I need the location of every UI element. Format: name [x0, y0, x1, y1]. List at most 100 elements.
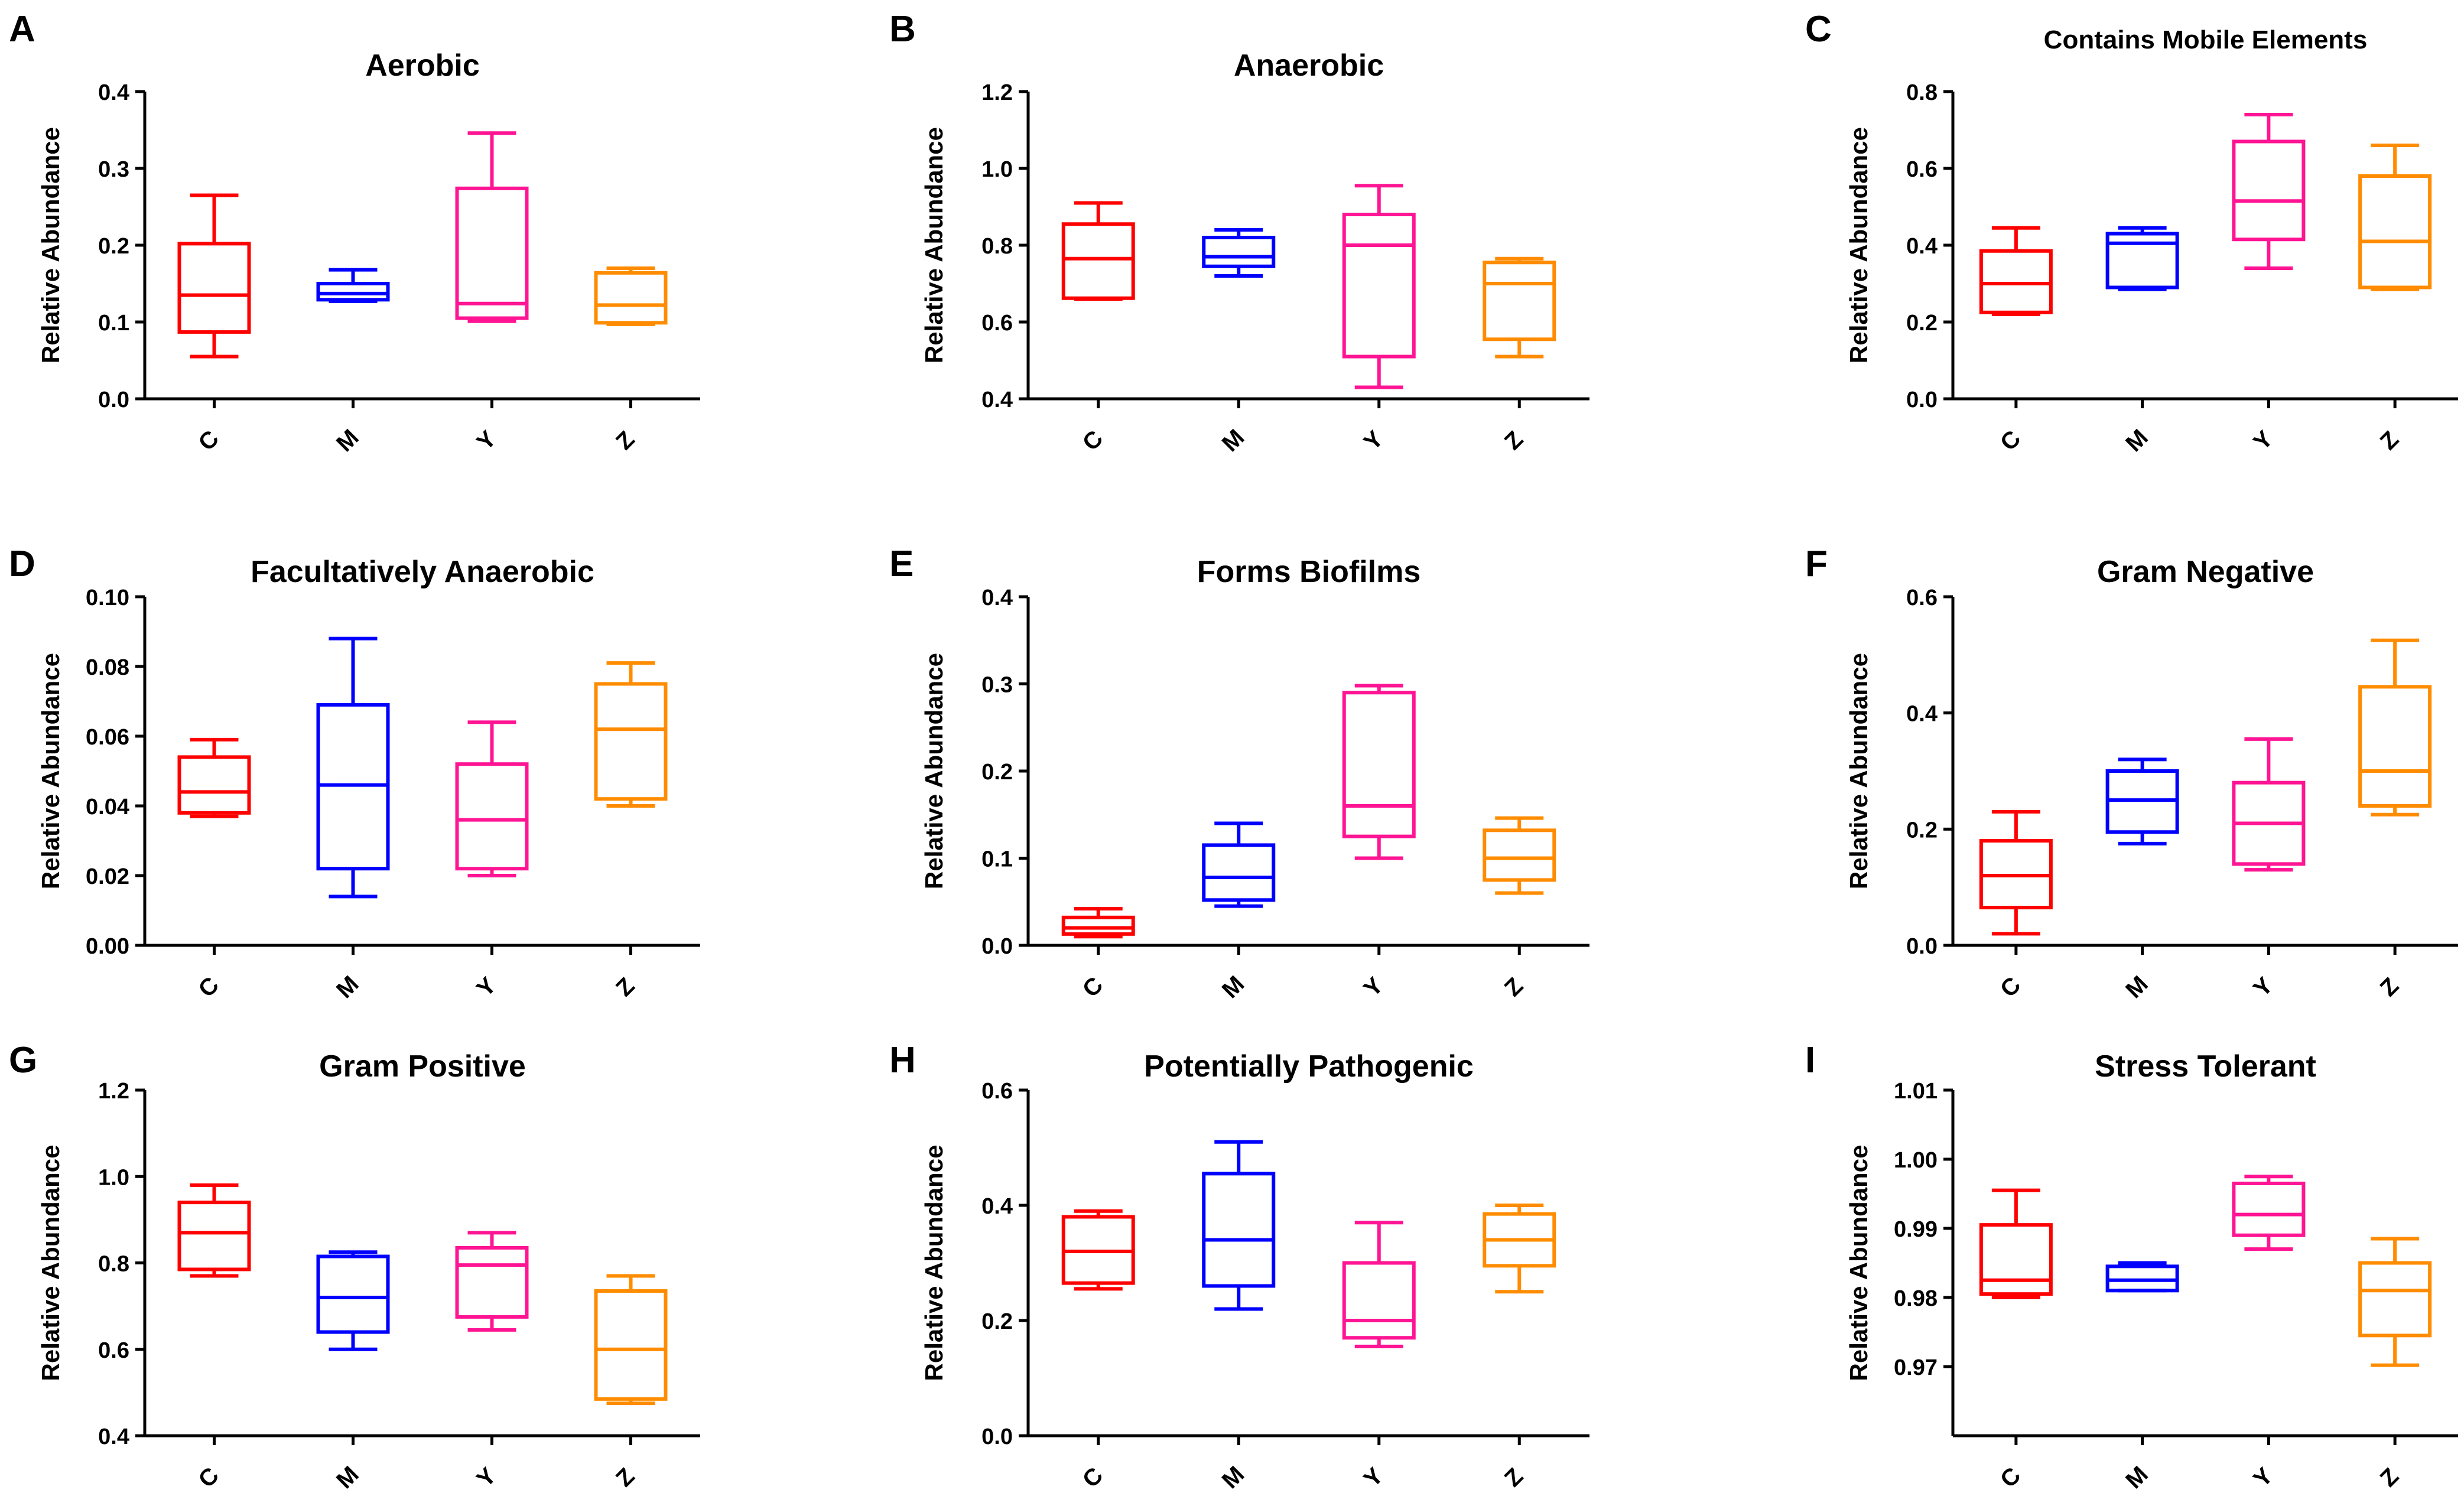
- y-tick-label: 0.8: [1906, 80, 1938, 105]
- box-iqr: [455, 762, 529, 871]
- y-axis-label: Relative Abundance: [920, 127, 948, 363]
- box-iqr: [1342, 1261, 1416, 1340]
- box-m: [1202, 228, 1276, 278]
- x-tick-label: Z: [1500, 427, 1528, 455]
- x-tick-label: C: [194, 425, 225, 456]
- y-tick-label: 0.04: [86, 795, 129, 819]
- panel-a: A Aerobic 0.0 0.1 0.2 0.3 0.4 Relative Abundanc…: [9, 9, 700, 457]
- x-tick-label: C: [1078, 1462, 1109, 1493]
- box-iqr: [177, 242, 251, 334]
- box-m: [1202, 821, 1276, 908]
- box-c: [1061, 907, 1135, 939]
- box-iqr: [1061, 915, 1135, 936]
- box-c: [177, 1183, 251, 1278]
- x-tick-label: M: [331, 424, 364, 457]
- box-z: [2358, 1237, 2432, 1367]
- box-m: [2105, 1261, 2179, 1293]
- x-tick-label: Z: [611, 1464, 639, 1492]
- y-tick-label: 0.0: [981, 1425, 1013, 1449]
- x-tick-label: Y: [2248, 426, 2278, 456]
- panel-title: Gram Positive: [319, 1049, 526, 1084]
- panel-letter: A: [9, 9, 35, 50]
- panel-title: Gram Negative: [2097, 555, 2314, 589]
- y-tick-label: 0.1: [981, 847, 1013, 872]
- box-z: [2358, 144, 2432, 291]
- box-iqr: [316, 282, 390, 302]
- box-m: [316, 268, 390, 303]
- panel-i: I Stress Tolerant 0.97 0.98 0.99 1.00 1.01 Rela…: [1805, 1040, 2458, 1494]
- y-tick-label: 0.8: [98, 1252, 129, 1277]
- y-tick-label: 0.4: [98, 80, 129, 105]
- y-tick-label: 0.4: [981, 388, 1013, 412]
- y-tick-label: 0.6: [98, 1338, 129, 1363]
- box-y: [2232, 1175, 2306, 1251]
- panel-letter: F: [1805, 544, 1828, 584]
- box-y: [2232, 737, 2306, 872]
- x-tick-label: C: [194, 972, 225, 1003]
- box-iqr: [2232, 1181, 2306, 1237]
- y-tick-label: 0.97: [1894, 1355, 1938, 1380]
- y-tick-label: 1.2: [981, 80, 1013, 105]
- y-tick-label: 0.3: [98, 157, 129, 182]
- box-m: [316, 636, 390, 899]
- x-tick-label: M: [331, 971, 364, 1003]
- x-tick-label: Z: [2375, 1464, 2404, 1492]
- x-tick-label: Y: [1359, 973, 1389, 1002]
- box-iqr: [1483, 261, 1556, 342]
- box-m: [1202, 1140, 1276, 1311]
- box-iqr: [594, 271, 668, 325]
- box-iqr: [455, 1245, 529, 1319]
- y-axis-label: Relative Abundance: [920, 653, 948, 889]
- box-iqr: [316, 1254, 390, 1334]
- box-m: [2105, 757, 2179, 845]
- y-tick-label: 0.08: [86, 655, 129, 680]
- x-tick-label: Y: [1359, 1463, 1389, 1492]
- box-y: [455, 720, 529, 877]
- x-tick-label: Z: [611, 427, 639, 455]
- panel-e: E Forms Biofilms 0.0 0.1 0.2 0.3 0.4 Relative A…: [889, 544, 1589, 1003]
- panel-letter: H: [889, 1040, 916, 1081]
- y-tick-label: 0.99: [1894, 1217, 1938, 1242]
- x-tick-label: Z: [1500, 973, 1528, 1001]
- box-m: [2105, 226, 2179, 291]
- y-tick-label: 0.2: [981, 1309, 1013, 1334]
- y-tick-label: 0.06: [86, 725, 129, 750]
- box-y: [455, 131, 529, 323]
- box-y: [1342, 684, 1416, 860]
- box-z: [1483, 1204, 1556, 1294]
- box-iqr: [594, 682, 668, 801]
- y-tick-label: 0.10: [86, 586, 129, 610]
- box-z: [594, 1274, 668, 1406]
- y-tick-label: 0.1: [98, 311, 129, 336]
- box-iqr: [1342, 213, 1416, 359]
- panel-g: G Gram Positive 0.4 0.6 0.8 1.0 1.2 Relative Ab…: [9, 1040, 700, 1494]
- box-c: [177, 193, 251, 359]
- box-iqr: [2358, 1261, 2432, 1338]
- y-axis-label: Relative Abundance: [1845, 1145, 1873, 1381]
- box-y: [2232, 113, 2306, 270]
- box-iqr: [1202, 843, 1276, 902]
- x-tick-label: Y: [472, 1463, 501, 1492]
- y-tick-label: 0.3: [981, 673, 1013, 698]
- x-tick-label: M: [2121, 424, 2153, 457]
- x-tick-label: C: [1995, 425, 2026, 456]
- panel-title: Stress Tolerant: [2095, 1049, 2316, 1084]
- box-iqr: [594, 1289, 668, 1401]
- box-iqr: [1483, 828, 1556, 882]
- panel-c: C Contains Mobile Elements 0.0 0.2 0.4 0.6 0.8…: [1805, 9, 2458, 457]
- box-iqr: [177, 755, 251, 815]
- y-tick-label: 0.98: [1894, 1286, 1938, 1311]
- box-z: [2358, 638, 2432, 817]
- panel-letter: E: [889, 544, 914, 584]
- y-tick-label: 0.4: [981, 586, 1013, 610]
- panel-letter: I: [1805, 1040, 1815, 1081]
- y-axis-label: Relative Abundance: [37, 1145, 64, 1381]
- panel-b: B Anaerobic 0.4 0.6 0.8 1.0 1.2 Relative Abunda…: [889, 9, 1589, 457]
- panel-title: Potentially Pathogenic: [1144, 1049, 1474, 1084]
- box-y: [1342, 1221, 1416, 1348]
- y-tick-label: 0.2: [1906, 818, 1938, 843]
- y-tick-label: 0.4: [981, 1194, 1013, 1219]
- x-tick-label: C: [1078, 425, 1109, 456]
- box-z: [594, 661, 668, 808]
